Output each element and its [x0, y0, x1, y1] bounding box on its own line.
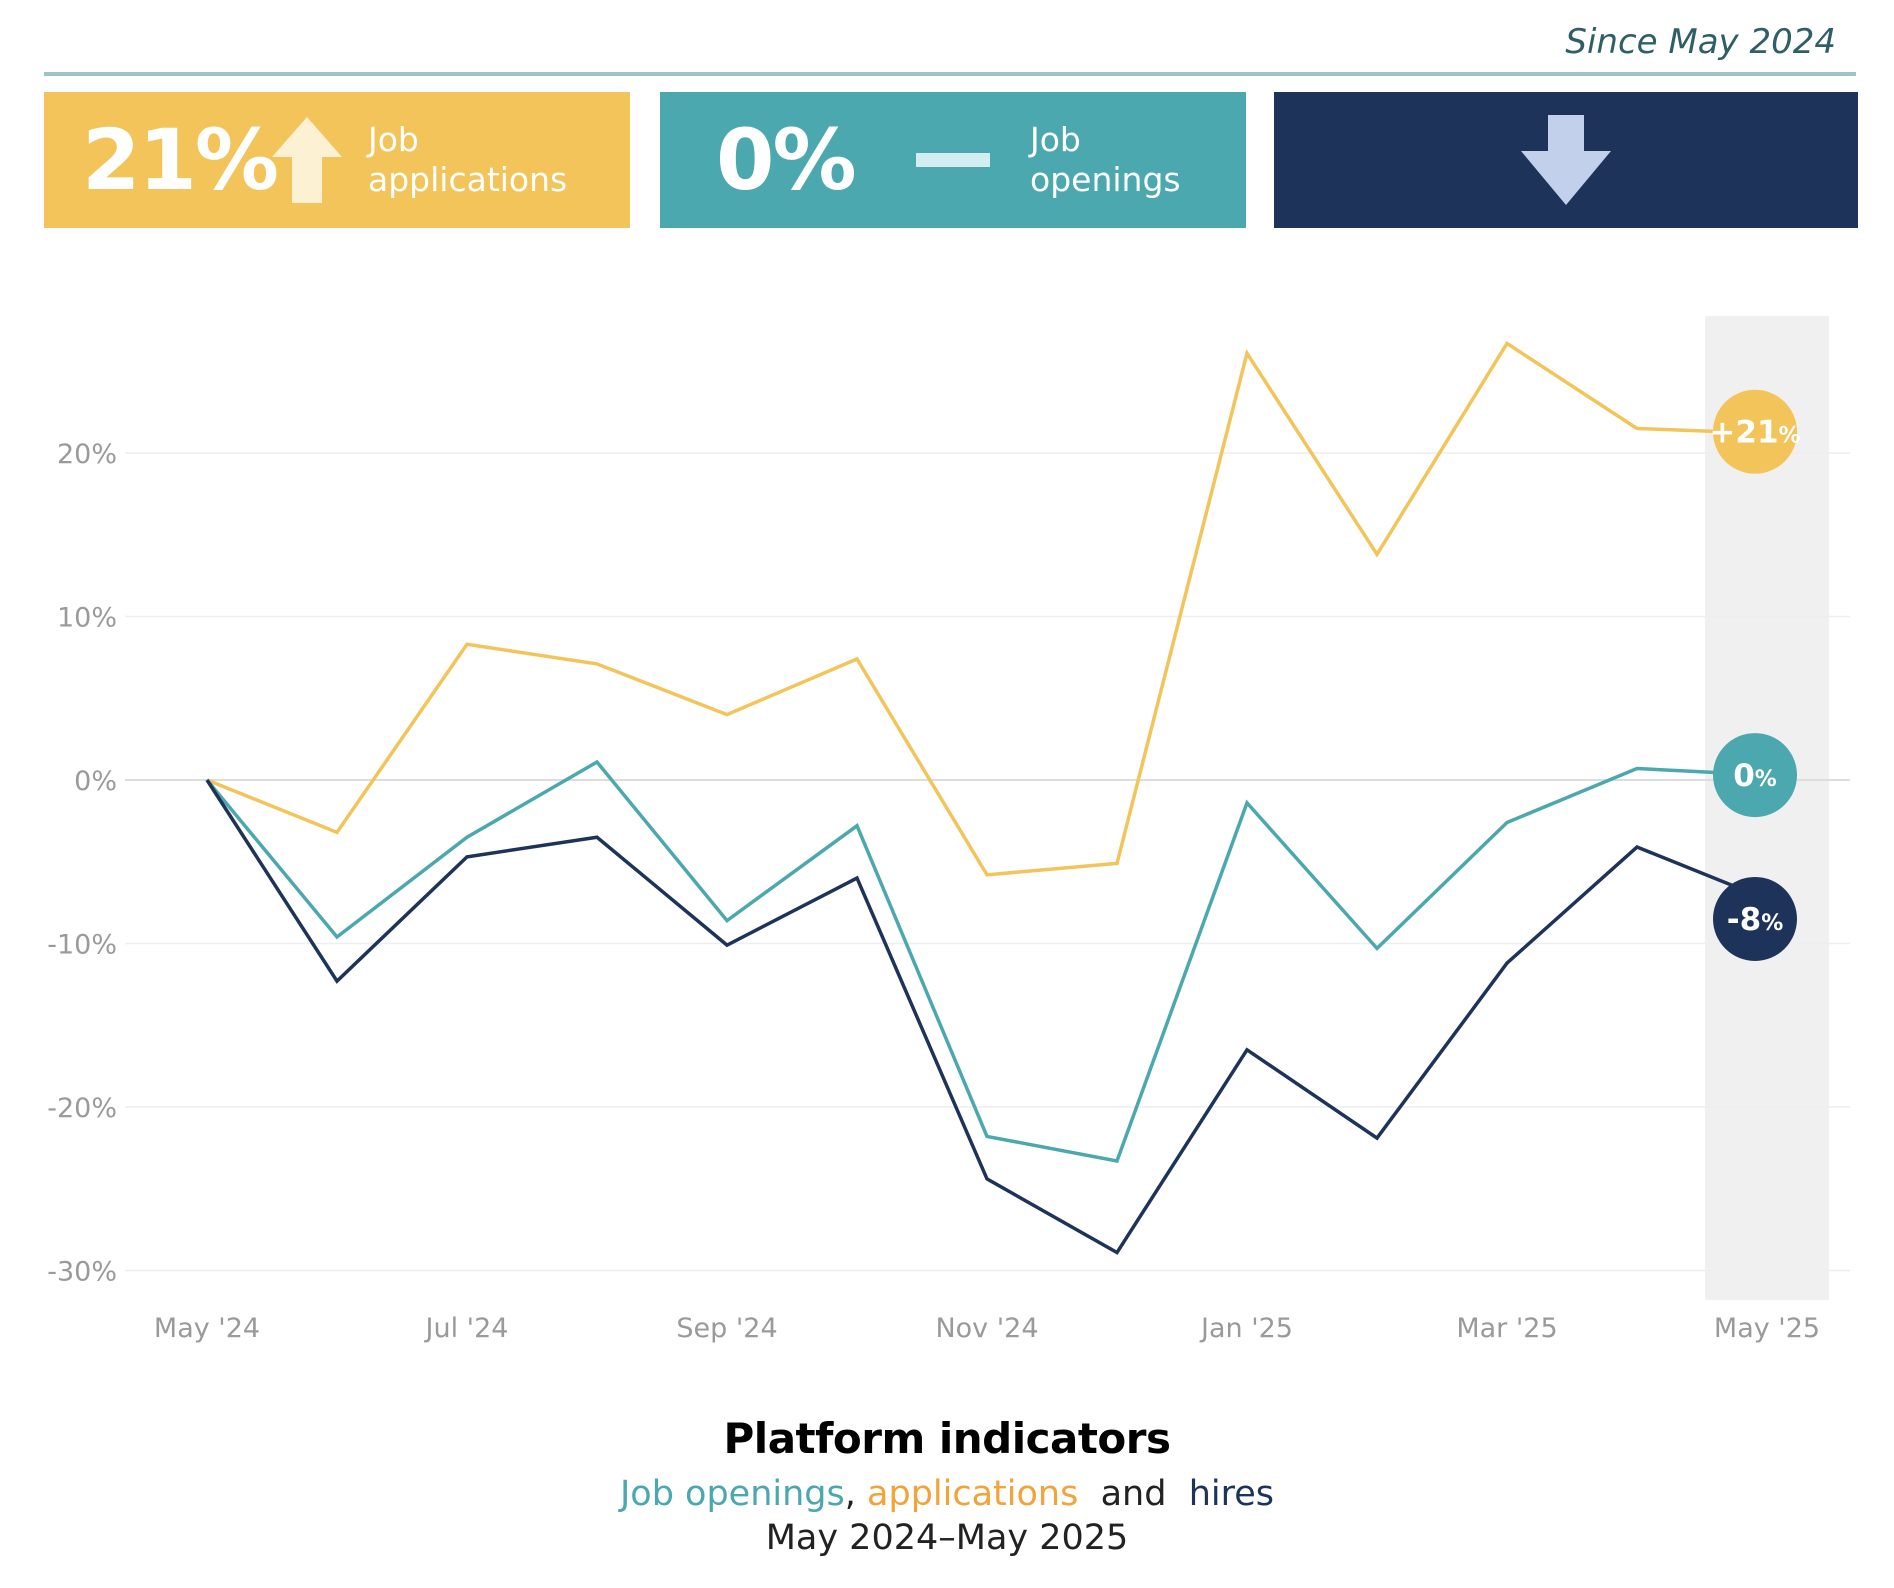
- header-rule: [44, 72, 1856, 76]
- line-chart: 20% 10% 0% -10% -20% -30% May '24 Jul '24 Sep '2…: [47, 316, 1850, 1344]
- subtitle-applications: applications: [867, 1474, 1079, 1514]
- arrow-up-icon: [272, 117, 342, 203]
- kpi-value-applications: 21%: [82, 111, 279, 209]
- chart-range: May 2024–May 2025: [765, 1518, 1129, 1558]
- end-label-bubble: [1713, 733, 1797, 818]
- end-label-bubble: [1713, 876, 1797, 961]
- end-label-value: -8: [1727, 902, 1761, 938]
- subtitle-openings: Job openings: [619, 1474, 845, 1514]
- end-label-unit: %: [1779, 424, 1801, 449]
- end-label-text: -8%: [1727, 902, 1783, 938]
- x-tick-label: Jul '24: [424, 1313, 509, 1344]
- series-line: [205, 759, 1768, 1163]
- y-tick-label: 20%: [57, 439, 117, 470]
- chart-subtitle: Job openings, applications and hires: [0, 1474, 1894, 1514]
- x-tick-label: Jan '25: [1199, 1313, 1293, 1344]
- arrow-down-icon: [1521, 115, 1611, 205]
- chart-title: Platform indicators: [723, 1414, 1171, 1463]
- since-label: Since May 2024: [1565, 22, 1836, 62]
- end-label-bubble: [1713, 389, 1797, 474]
- x-tick-label: Nov '24: [935, 1313, 1038, 1344]
- end-label-value: 0: [1733, 758, 1755, 794]
- y-tick-label: -20%: [47, 1093, 117, 1124]
- y-tick-label: -30%: [47, 1257, 117, 1288]
- x-tick-label: May '25: [1714, 1313, 1820, 1344]
- subtitle-hires: hires: [1188, 1474, 1275, 1514]
- x-tick-label: Sep '24: [676, 1313, 777, 1344]
- subtitle-separator: ,: [844, 1474, 868, 1514]
- series-line: [205, 779, 1768, 1255]
- kpi-label-openings: Job openings: [1030, 120, 1181, 200]
- kpi-value-openings: 0%: [716, 111, 857, 209]
- x-tick-label: May '24: [154, 1313, 260, 1344]
- kpi-label-openings-line2: openings: [1030, 160, 1181, 199]
- end-label-unit: %: [1755, 767, 1777, 792]
- kpi-card-openings: 0% Job openings: [660, 92, 1246, 228]
- y-tick-label: 10%: [57, 603, 117, 634]
- end-label-text: +21%: [1709, 415, 1800, 451]
- y-tick-label: -10%: [47, 930, 117, 961]
- subtitle-and: and: [1100, 1474, 1167, 1514]
- series-line: [206, 341, 1768, 877]
- end-label-text: 0%: [1733, 758, 1777, 794]
- end-label-unit: %: [1761, 911, 1783, 936]
- dash-flat-icon: [916, 153, 990, 167]
- kpi-label-applications-line1: Job: [368, 120, 419, 159]
- kpi-card-hires: [1274, 92, 1858, 228]
- kpi-label-openings-line1: Job: [1030, 120, 1081, 159]
- kpi-card-applications: 21% Job applications: [44, 92, 630, 228]
- end-label-value: +21: [1709, 415, 1778, 451]
- kpi-label-applications: Job applications: [368, 120, 567, 200]
- kpi-label-applications-line2: applications: [368, 160, 568, 199]
- y-tick-label: 0%: [74, 766, 117, 797]
- x-tick-label: Mar '25: [1456, 1313, 1557, 1344]
